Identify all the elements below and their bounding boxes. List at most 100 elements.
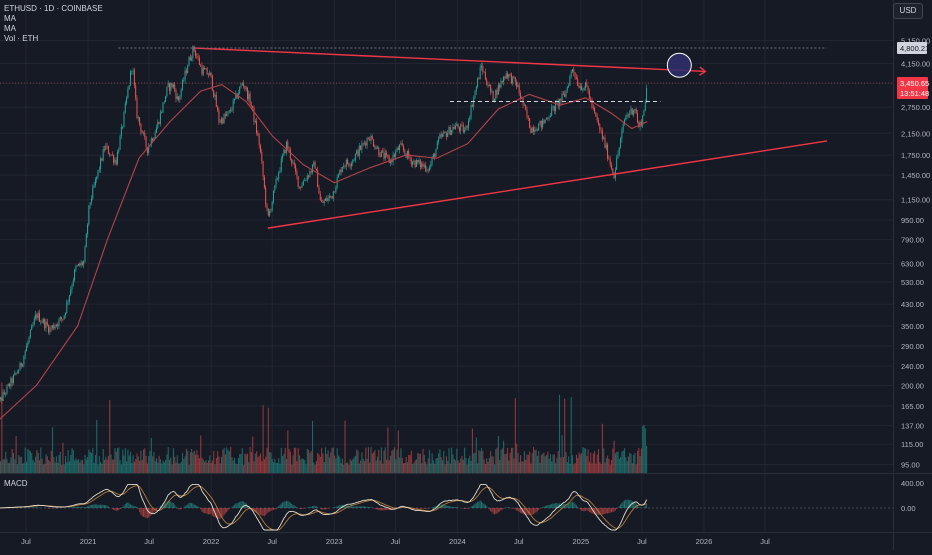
- macd-histogram-bar: [503, 508, 504, 509]
- volume-bar: [565, 452, 566, 473]
- volume-bar: [529, 451, 530, 473]
- volume-bar: [147, 464, 148, 473]
- volume-bar: [243, 465, 244, 473]
- volume-bar: [547, 452, 548, 473]
- candle-body: [311, 171, 312, 172]
- volume-bar: [191, 449, 192, 473]
- price-tick-label: 2,150.00: [901, 129, 930, 138]
- candle-body: [428, 170, 429, 171]
- price-tick-label: 115.00: [901, 440, 923, 449]
- candle-body: [14, 373, 15, 375]
- candle-body: [0, 398, 1, 400]
- volume-bar: [122, 450, 123, 473]
- volume-bar: [580, 455, 581, 473]
- candle-body: [338, 174, 339, 177]
- volume-bar: [216, 458, 217, 473]
- candle-body: [90, 203, 91, 206]
- volume-bar: [269, 452, 270, 473]
- volume-bar: [399, 458, 400, 473]
- time-tick-label: Jul: [514, 537, 524, 546]
- candle-body: [216, 95, 217, 107]
- macd-histogram-bar: [278, 506, 279, 508]
- volume-bar: [539, 463, 540, 473]
- candle-body: [634, 109, 635, 110]
- macd-histogram-bar: [472, 506, 473, 508]
- candle-body: [530, 128, 531, 133]
- volume-bar: [506, 454, 507, 473]
- candle-body: [279, 171, 280, 173]
- volume-bar: [276, 463, 277, 473]
- volume-bar: [178, 463, 179, 473]
- candle-body: [272, 202, 273, 211]
- macd-histogram-bar: [309, 507, 310, 508]
- volume-bar: [303, 459, 304, 473]
- candle-body: [497, 90, 498, 95]
- macd-histogram-bar: [77, 507, 78, 508]
- candle-body: [199, 58, 200, 65]
- volume-bar: [474, 452, 475, 473]
- candle-body: [315, 162, 316, 168]
- symbol-title[interactable]: ETHUSD · 1D · COINBASE: [4, 4, 103, 14]
- candle-body: [513, 76, 514, 77]
- volume-bar: [187, 451, 188, 473]
- candle-body: [487, 85, 488, 86]
- candle-body: [117, 152, 118, 164]
- macd-histogram-bar: [551, 504, 552, 508]
- currency-button[interactable]: USD: [893, 3, 923, 19]
- candle-body: [53, 325, 54, 328]
- macd-histogram-bar: [581, 508, 582, 511]
- volume-bar: [571, 397, 572, 473]
- candle-body: [342, 167, 343, 172]
- volume-bar: [292, 455, 293, 473]
- volume-bar: [532, 453, 533, 473]
- volume-bar: [641, 448, 642, 473]
- candle-body: [633, 111, 634, 115]
- ma-indicator-2[interactable]: MA: [4, 24, 103, 34]
- volume-bar: [282, 456, 283, 473]
- volume-bar: [91, 453, 92, 473]
- volume-bar: [481, 448, 482, 473]
- macd-histogram-bar: [86, 507, 87, 508]
- macd-histogram-bar: [450, 507, 451, 508]
- candle-body: [170, 83, 171, 91]
- candle-body: [1, 398, 2, 401]
- volume-bar: [142, 460, 143, 473]
- macd-histogram-bar: [542, 507, 543, 508]
- candle-body: [66, 302, 67, 313]
- volume-bar: [103, 449, 104, 473]
- candle-body: [44, 319, 45, 328]
- volume-bar: [309, 453, 310, 473]
- macd-histogram-bar: [88, 506, 89, 508]
- macd-histogram-bar: [260, 508, 261, 515]
- candle-body: [29, 337, 30, 342]
- candle-body: [529, 118, 530, 128]
- candle-body: [300, 187, 301, 188]
- volume-bar: [62, 443, 63, 473]
- candle-body: [243, 83, 244, 85]
- volume-bar: [543, 453, 544, 473]
- candle-body: [39, 313, 40, 322]
- candle-body: [322, 202, 323, 203]
- macd-histogram-bar: [83, 507, 84, 508]
- candle-body: [344, 166, 345, 167]
- candle-body: [357, 150, 358, 156]
- candle-body: [100, 158, 101, 169]
- volume-bar: [136, 454, 137, 473]
- volume-bar: [377, 457, 378, 473]
- macd-histogram-bar: [364, 506, 365, 508]
- macd-histogram-bar: [455, 507, 456, 508]
- candle-body: [133, 70, 134, 71]
- macd-indicator-label[interactable]: MACD: [4, 479, 28, 488]
- volume-bar: [116, 452, 117, 473]
- volume-indicator[interactable]: Vol · ETH: [4, 34, 103, 44]
- candle-body: [504, 77, 505, 79]
- ma-indicator-1[interactable]: MA: [4, 14, 103, 24]
- volume-bar: [78, 459, 79, 473]
- macd-histogram-bar: [357, 507, 358, 508]
- candle-body: [525, 105, 526, 110]
- candle-body: [575, 73, 576, 78]
- candle-body: [22, 364, 23, 366]
- macd-histogram-bar: [296, 507, 297, 508]
